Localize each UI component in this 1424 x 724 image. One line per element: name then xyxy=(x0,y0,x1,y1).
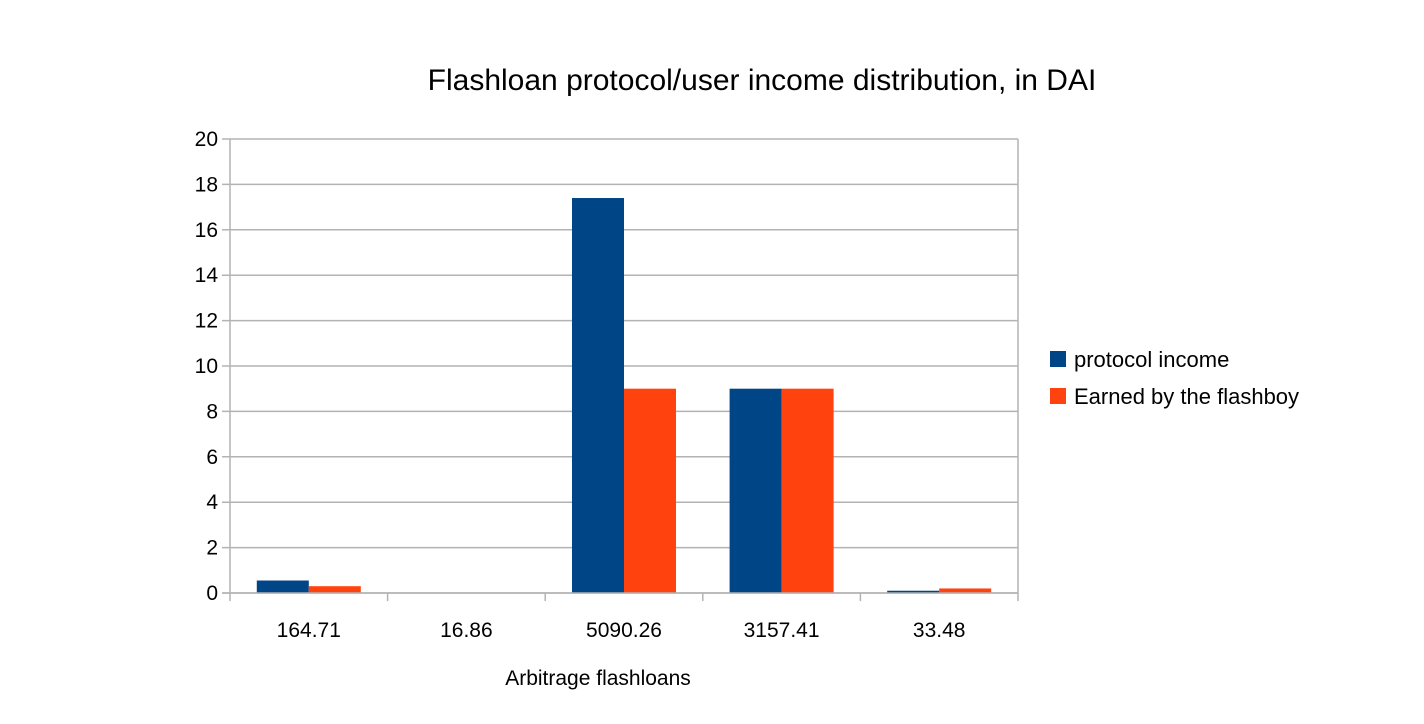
bar-series1-4 xyxy=(939,588,992,593)
y-tick-label: 18 xyxy=(195,173,218,196)
y-tick-label: 6 xyxy=(206,446,218,469)
legend-label-1: Earned by the flashboy xyxy=(1074,384,1299,409)
bar-series1-0 xyxy=(308,586,361,593)
legend-swatch-1 xyxy=(1050,388,1066,404)
legend: protocol income Earned by the flashboy xyxy=(1050,347,1299,409)
bar-series0-4 xyxy=(887,590,940,593)
x-tick-label: 16.86 xyxy=(440,619,493,642)
bar-series0-2 xyxy=(571,198,624,593)
y-tick-label: 8 xyxy=(206,400,218,423)
legend-swatch-0 xyxy=(1050,351,1066,367)
chart-title: Flashloan protocol/user income distribut… xyxy=(428,64,1097,97)
bar-series1-3 xyxy=(781,388,834,593)
bar-series0-0 xyxy=(256,580,309,593)
bar-series0-3 xyxy=(729,388,782,593)
y-tick-label: 0 xyxy=(206,582,218,605)
bars xyxy=(256,198,992,593)
y-tick-label: 2 xyxy=(206,537,218,560)
legend-label-0: protocol income xyxy=(1074,347,1229,372)
y-tick-label: 20 xyxy=(195,128,218,151)
x-tick-label: 33.48 xyxy=(913,619,966,642)
x-tick-label: 3157.41 xyxy=(744,619,820,642)
y-tick-label: 16 xyxy=(195,219,218,242)
x-tick-labels: 164.71 16.86 5090.26 3157.41 33.48 xyxy=(277,619,966,642)
axes xyxy=(222,139,1019,601)
y-tick-label: 14 xyxy=(195,264,219,287)
x-tick-label: 5090.26 xyxy=(586,619,662,642)
y-tick-label: 12 xyxy=(195,310,218,333)
x-tick-label: 164.71 xyxy=(277,619,341,642)
y-tick-label: 4 xyxy=(206,491,218,514)
y-tick-label: 10 xyxy=(195,355,218,378)
y-tick-labels: 0 2 4 6 8 10 12 14 16 18 20 xyxy=(195,128,219,605)
bar-series1-2 xyxy=(624,388,677,593)
x-axis-label: Arbitrage flashloans xyxy=(505,667,691,690)
